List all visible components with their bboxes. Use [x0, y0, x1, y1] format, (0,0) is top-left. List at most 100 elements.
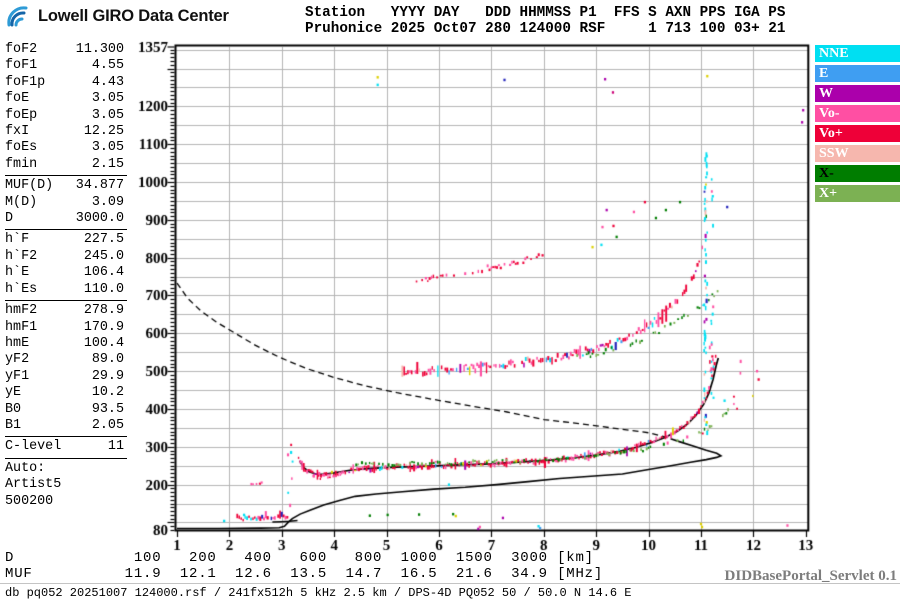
param-value: 11	[107, 439, 124, 455]
param-row-ye: yE 10.2	[5, 385, 124, 401]
param-label: B1	[5, 417, 22, 433]
param-row-fof1p: foF1p 4.43	[5, 75, 124, 91]
autoscaling-info-line: Artist5	[5, 477, 62, 493]
giro-wave-icon	[7, 6, 28, 27]
param-label: foF1	[5, 58, 38, 74]
param-row-fof2: foF2 11.300	[5, 42, 124, 58]
param-row-b1: B1 2.05	[5, 418, 124, 434]
footer-separator	[0, 583, 900, 584]
param-value: 89.0	[91, 352, 124, 368]
param-value: 100.4	[83, 335, 124, 351]
param-label: foEs	[5, 140, 38, 156]
legend-item-e: E	[815, 65, 900, 82]
param-label: MUF(D)	[5, 178, 54, 194]
param-row-fmin: fmin 2.15	[5, 157, 124, 173]
param-value: 4.55	[91, 58, 124, 74]
param-value: 12.25	[83, 124, 124, 140]
param-row-fxi: fxI 12.25	[5, 124, 124, 140]
param-value: 245.0	[83, 248, 124, 264]
param-label: foE	[5, 91, 30, 107]
param-value: 3.09	[91, 194, 124, 210]
param-row-clevel: C-level 11	[5, 439, 124, 455]
param-label: fxI	[5, 124, 30, 140]
param-value: 227.5	[83, 232, 124, 248]
param-row-yf2: yF2 89.0	[5, 352, 124, 368]
param-label: yF2	[5, 352, 30, 368]
param-label: foF1p	[5, 74, 46, 90]
param-value: 34.877	[75, 178, 124, 194]
param-value: 3.05	[91, 91, 124, 107]
param-label: h`F	[5, 232, 30, 248]
param-row-foe: foE 3.05	[5, 91, 124, 107]
param-row-d: D 3000.0	[5, 211, 124, 227]
param-label: hmE	[5, 335, 30, 351]
parameter-panel: foF2 11.300 foF1 4.55 foF1p 4.43 foE 3.05 foEp 3.…	[5, 42, 129, 510]
giro-logo: Lowell GIRO Data Center	[6, 4, 229, 28]
param-value: 10.2	[91, 385, 124, 401]
param-row-hes: h`Es 110.0	[5, 282, 124, 298]
param-value: 3.05	[91, 140, 124, 156]
param-row-hf: h`F 227.5	[5, 232, 124, 248]
param-value: 3.05	[91, 107, 124, 123]
param-value: 2.15	[91, 156, 124, 172]
param-value: 3000.0	[75, 211, 124, 227]
param-separator	[5, 229, 127, 231]
param-row-hmf2: hmF2 278.9	[5, 303, 124, 319]
param-value: 278.9	[83, 303, 124, 319]
muf-values-row: MUF 11.9 12.1 12.6 13.5 14.7 16.5 21.6 3…	[5, 565, 604, 582]
autoscaling-info-line: Auto:	[5, 460, 46, 476]
param-label: fmin	[5, 156, 38, 172]
giro-logo-text: Lowell GIRO Data Center	[38, 6, 229, 25]
param-row-yf1: yF1 29.9	[5, 369, 124, 385]
param-label: foEp	[5, 107, 38, 123]
station-header-columns: Station YYYY DAY DDD HHMMSS P1 FFS S AXN…	[305, 5, 786, 21]
param-value: 106.4	[83, 265, 124, 281]
param-row-mufd: MUF(D) 34.877	[5, 178, 124, 194]
param-separator	[5, 175, 127, 177]
param-value: 2.05	[91, 417, 124, 433]
station-header-values: Pruhonice 2025 Oct07 280 124000 RSF 1 71…	[305, 21, 786, 37]
param-label: D	[5, 211, 14, 227]
param-value: 110.0	[83, 281, 124, 297]
param-row-foep: foEp 3.05	[5, 108, 124, 124]
param-label: M(D)	[5, 194, 38, 210]
param-label: hmF1	[5, 319, 38, 335]
muf-table: D 100 200 400 600 800 1000 1500 3000 [km…	[5, 550, 604, 582]
param-value: 4.43	[91, 74, 124, 90]
param-row-b0: B0 93.5	[5, 402, 124, 418]
param-value: 93.5	[91, 401, 124, 417]
legend-item-ssw: SSW	[815, 145, 900, 162]
param-row-fof1: foF1 4.55	[5, 58, 124, 74]
param-label: yF1	[5, 368, 30, 384]
servlet-version-label: DIDBasePortal_Servlet 0.1	[724, 568, 897, 584]
muf-distance-row: D 100 200 400 600 800 1000 1500 3000 [km…	[5, 550, 594, 566]
param-separator	[5, 457, 127, 459]
param-label: foF2	[5, 42, 38, 57]
legend-item-nne: NNE	[815, 45, 900, 62]
param-separator	[5, 300, 127, 302]
param-separator	[5, 436, 127, 438]
param-row-hmf1: hmF1 170.9	[5, 320, 124, 336]
station-header: Station YYYY DAY DDD HHMMSS P1 FFS S AXN…	[305, 5, 785, 37]
param-value: 29.9	[91, 368, 124, 384]
legend-item-x: X-	[815, 165, 900, 182]
param-row-he: h`E 106.4	[5, 265, 124, 281]
param-label: yE	[5, 385, 22, 401]
legend-item-vo: Vo-	[815, 105, 900, 122]
legend-item-vo: Vo+	[815, 125, 900, 142]
legend-item-w: W	[815, 85, 900, 102]
param-label: h`E	[5, 265, 30, 281]
param-row-foes: foEs 3.05	[5, 140, 124, 156]
param-value: 11.300	[75, 42, 124, 57]
param-value: 170.9	[83, 319, 124, 335]
legend-item-x: X+	[815, 185, 900, 202]
param-row-hme: hmE 100.4	[5, 336, 124, 352]
param-label: C-level	[5, 439, 62, 455]
param-row-md: M(D) 3.09	[5, 195, 124, 211]
param-label: h`Es	[5, 281, 38, 297]
param-label: h`F2	[5, 248, 38, 264]
param-label: B0	[5, 401, 22, 417]
param-label: hmF2	[5, 303, 38, 319]
